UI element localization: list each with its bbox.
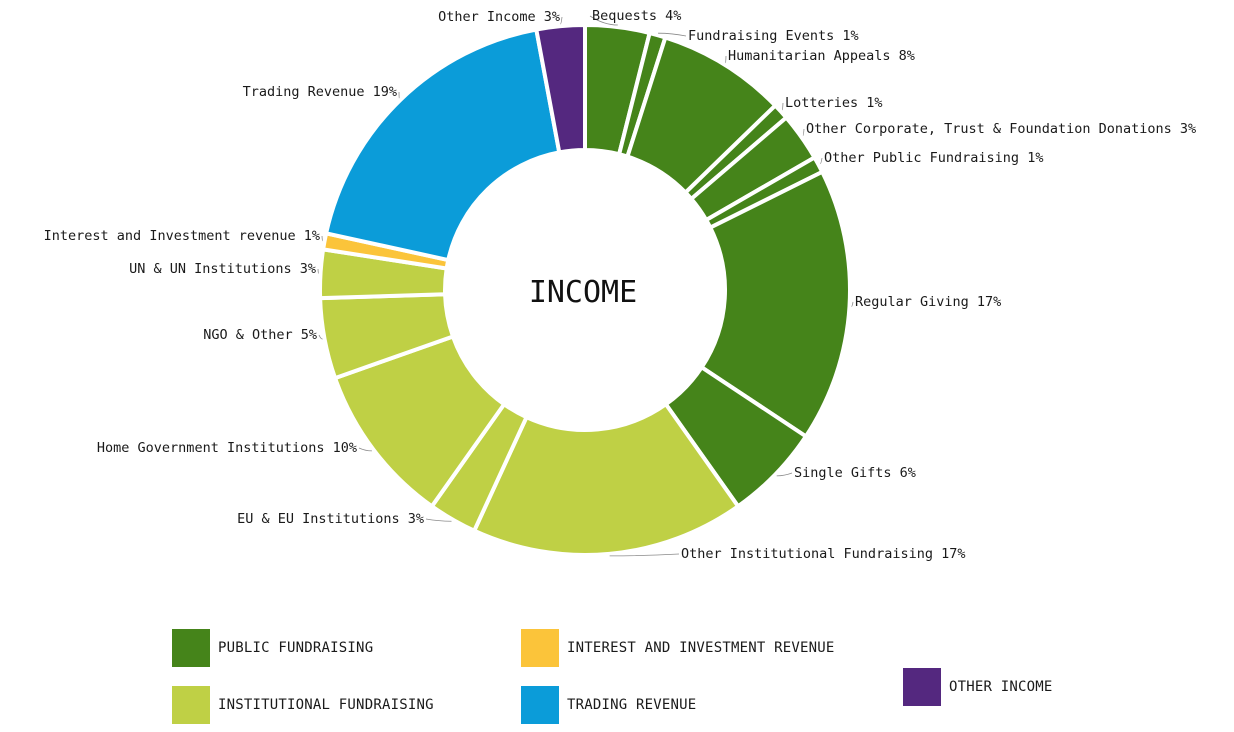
leader-line <box>802 128 805 137</box>
donut-slice <box>323 27 562 263</box>
legend-item-trading-revenue: TRADING REVENUE <box>521 686 696 724</box>
legend-swatch-interest-investment <box>521 629 559 667</box>
slice-label: Fundraising Events 1% <box>688 28 859 44</box>
donut-slice <box>471 401 741 557</box>
legend-swatch-public-fundraising <box>172 629 210 667</box>
leader-line <box>358 447 372 452</box>
leader-line <box>589 15 618 26</box>
slice-label: Other Income 3% <box>438 9 560 25</box>
slice-label: Bequests 4% <box>592 8 681 24</box>
slice-label: Humanitarian Appeals 8% <box>728 48 915 64</box>
legend-item-other-income: OTHER INCOME <box>903 668 1053 706</box>
leader-line <box>317 268 319 274</box>
slice-label: Other Public Fundraising 1% <box>824 150 1043 166</box>
leader-line <box>851 301 854 307</box>
label-leader-lines <box>317 15 854 557</box>
leader-line <box>820 157 823 165</box>
slice-label: Home Government Institutions 10% <box>97 440 357 456</box>
donut-slices <box>318 22 852 557</box>
slice-labels: Bequests 4% Fundraising Events 1% Humanita… <box>44 8 1196 562</box>
slice-label: UN & UN Institutions 3% <box>129 261 316 277</box>
legend-swatch-other-income <box>903 668 941 706</box>
chart-title: INCOME <box>529 275 637 310</box>
leader-line <box>321 235 323 242</box>
leader-line <box>658 32 687 37</box>
legend-item-public-fundraising: PUBLIC FUNDRAISING <box>172 629 373 667</box>
legend-item-institutional-fundraising: INSTITUTIONAL FUNDRAISING <box>172 686 434 724</box>
legend-item-interest-investment: INTEREST AND INVESTMENT REVENUE <box>521 629 835 667</box>
slice-label: Other Institutional Fundraising 17% <box>681 546 965 562</box>
leader-line <box>609 553 680 557</box>
slice-label: NGO & Other 5% <box>203 327 317 343</box>
slice-label: Interest and Investment revenue 1% <box>44 228 320 244</box>
legend-label-institutional-fundraising: INSTITUTIONAL FUNDRAISING <box>218 697 434 713</box>
legend-swatch-trading-revenue <box>521 686 559 724</box>
leader-line <box>560 16 563 25</box>
legend-swatch-institutional-fundraising <box>172 686 210 724</box>
legend-label-interest-investment: INTEREST AND INVESTMENT REVENUE <box>567 640 835 656</box>
leader-line <box>776 472 793 477</box>
slice-label: Single Gifts 6% <box>794 465 916 481</box>
legend-label-other-income: OTHER INCOME <box>949 679 1053 695</box>
donut-slice <box>698 169 852 440</box>
slice-label: Trading Revenue 19% <box>243 84 397 100</box>
donut-slice <box>533 22 587 155</box>
slice-label: EU & EU Institutions 3% <box>237 511 424 527</box>
leader-line <box>318 334 323 340</box>
legend-label-trading-revenue: TRADING REVENUE <box>567 697 697 713</box>
leader-line <box>425 518 452 522</box>
slice-label: Regular Giving 17% <box>855 294 1001 310</box>
leader-line <box>781 102 784 111</box>
legend-label-public-fundraising: PUBLIC FUNDRAISING <box>218 640 374 656</box>
slice-label: Lotteries 1% <box>785 95 883 111</box>
slice-label: Other Corporate, Trust & Foundation Dona… <box>806 121 1196 137</box>
